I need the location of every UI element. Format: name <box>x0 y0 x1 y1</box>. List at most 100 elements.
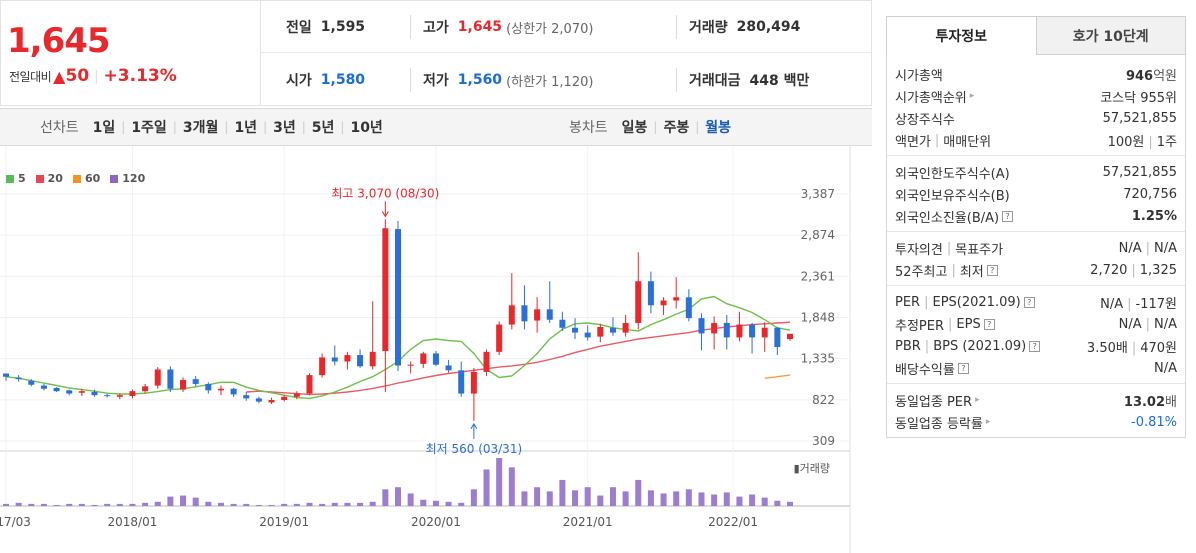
w52-high: 2,720 <box>1090 262 1128 278</box>
volume-bar <box>432 500 439 506</box>
divider <box>676 15 677 39</box>
per-value-a: N/A <box>1100 296 1124 312</box>
help-icon[interactable]: ? <box>986 264 998 276</box>
candle-body <box>217 388 224 391</box>
info-row-cap-rank[interactable]: 시가총액순위 ▸ 코스닥 955위 <box>895 85 1177 107</box>
shares-label: 상장주식수 <box>895 112 955 128</box>
divider <box>410 68 411 92</box>
info-row-dividend: 배당수익률? N/A <box>895 357 1177 379</box>
opinion-label-b: 목표주가 <box>955 242 1004 258</box>
stat-open: 시가 1,580 <box>286 54 365 106</box>
period-3y-button[interactable]: 3년 <box>273 120 296 136</box>
candle-body <box>15 377 22 380</box>
info-row-industry-per[interactable]: 동일업종 PER ▸ 13.02배 <box>895 389 1177 411</box>
stats-row-1: 전일 1,595 고가 1,645 (상한가 2,070) 거래량 280,49… <box>261 1 871 53</box>
y-tick-label: 1,335 <box>801 352 835 366</box>
target-price-value: N/A <box>1154 240 1177 256</box>
x-tick-label: 2022/01 <box>708 515 758 529</box>
y-tick-label: 2,361 <box>801 269 835 283</box>
x-tick-label: 2020/01 <box>411 515 461 529</box>
period-1w-button[interactable]: 1주일 <box>131 120 167 136</box>
volume-bar <box>129 503 136 506</box>
opinion-label-a: 투자의견 <box>895 242 943 258</box>
candle-body <box>660 300 667 306</box>
y-tick-label: 3,387 <box>801 187 835 201</box>
volume-bar <box>281 503 288 506</box>
divider: | <box>94 68 99 84</box>
legend-swatch <box>110 174 119 183</box>
dividend-value: N/A <box>1154 360 1177 376</box>
volume-bar <box>660 493 667 506</box>
period-5y-button[interactable]: 5년 <box>311 120 335 136</box>
par-label: 액면가 | 매매단위 <box>895 131 991 150</box>
candle-body <box>230 388 237 395</box>
legend-ma60: 60 <box>72 172 100 185</box>
candle-body <box>534 309 541 321</box>
candle-body <box>382 228 389 352</box>
volume-bar <box>407 493 414 506</box>
x-tick-label: 2018/01 <box>108 515 158 529</box>
help-icon[interactable]: ? <box>1002 210 1014 222</box>
candle-body <box>787 333 793 340</box>
price-stats: 전일 1,595 고가 1,645 (상한가 2,070) 거래량 280,49… <box>260 0 872 106</box>
weekly-candle-button[interactable]: 주봉 <box>663 120 690 136</box>
tab-investment-info[interactable]: 투자정보 <box>886 16 1037 55</box>
period-1y-button[interactable]: 1년 <box>234 120 258 136</box>
foreign-ratio-number: 1.25% <box>1131 208 1177 224</box>
legend-swatch <box>35 174 44 183</box>
stat-high-value: 1,645 <box>457 19 503 35</box>
period-3m-button[interactable]: 3개월 <box>182 120 219 136</box>
change-label: 전일대비 <box>9 69 52 84</box>
volume-bar <box>622 491 629 506</box>
volume-bar <box>78 503 85 506</box>
volume-bar <box>357 502 364 506</box>
monthly-candle-button[interactable]: 월봉 <box>705 120 732 136</box>
volume-bar <box>761 497 768 506</box>
stat-amount-value: 448 백만 <box>749 73 810 89</box>
lower-limit: (하한가 1,120) <box>506 74 594 90</box>
volume-bar <box>243 503 250 506</box>
help-icon[interactable]: ? <box>957 362 969 374</box>
info-row-pbr: PBR | BPS (2021.09)? 3.50배 | 470원 <box>895 335 1177 357</box>
divider: | <box>1145 316 1150 332</box>
divider: | <box>924 338 930 354</box>
candle-body <box>192 379 199 384</box>
foreign-hold-label: 외국인보유주식수(B) <box>895 188 1010 204</box>
bps-value: 470원 <box>1140 340 1177 356</box>
volume-bar <box>584 487 591 506</box>
help-icon[interactable]: ? <box>1023 296 1035 308</box>
volume-bar <box>268 504 275 506</box>
volume-bar <box>66 503 73 506</box>
change-percent: +3.13% <box>103 66 177 86</box>
stat-amount: 거래대금 448 백만 <box>689 54 809 106</box>
daily-candle-button[interactable]: 일봉 <box>621 120 648 136</box>
candle-body <box>66 390 73 394</box>
candle-chart-label: 봉차트 <box>569 120 608 136</box>
info-row-per: PER | EPS(2021.09)? N/A | -117원 <box>895 291 1177 313</box>
period-10y-button[interactable]: 10년 <box>350 120 383 136</box>
period-1d-button[interactable]: 1일 <box>92 120 116 136</box>
info-row-industry-rate[interactable]: 동일업종 등락률 ▸ -0.81% <box>895 411 1177 433</box>
pbr-value: 3.50배 | 470원 <box>1087 337 1177 356</box>
volume-bar <box>508 467 515 506</box>
volume-bar <box>395 487 401 506</box>
divider: | <box>948 316 953 332</box>
w52-label: 52주최고 | 최저? <box>895 261 998 280</box>
y-tick-label: 822 <box>812 393 835 407</box>
candle-body <box>3 373 9 377</box>
ma60-line <box>764 374 791 379</box>
candle-body <box>584 332 591 338</box>
cap-rank-label: 시가총액순위 ▸ <box>895 87 974 106</box>
stat-volume-value: 280,494 <box>736 19 801 35</box>
candlestick-chart-svg[interactable]: 3,387 2,874 2,361 1,848 1,335 822 309 2017/03 20… <box>0 146 872 553</box>
per-label-a: PER <box>895 294 921 310</box>
candle-body <box>78 391 85 393</box>
candle-body <box>28 380 35 385</box>
help-icon[interactable]: ? <box>1029 340 1041 352</box>
tab-orderbook[interactable]: 호가 10단계 <box>1036 16 1186 55</box>
quote-summary: 1,645 전일대비 ▲ 50 | +3.13% <box>0 0 260 106</box>
volume-bar <box>293 503 300 506</box>
volume-bar <box>53 504 60 506</box>
legend-ma20: 20 <box>35 172 63 185</box>
help-icon[interactable]: ? <box>983 318 995 330</box>
